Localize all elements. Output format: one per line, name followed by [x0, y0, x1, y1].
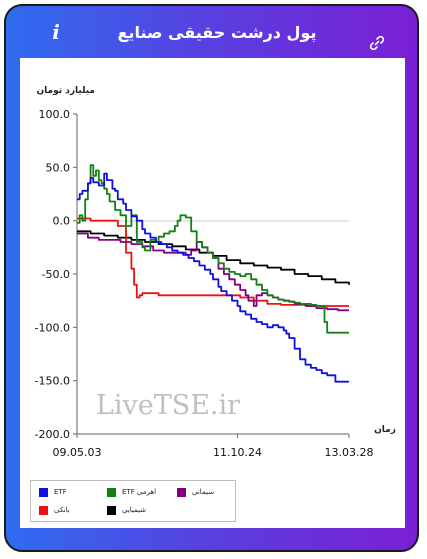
widget-frame: i پول درشت حقیقی صنایع	[4, 4, 419, 552]
legend-swatch-bank	[39, 505, 48, 515]
watermark: LiveTSE.ir	[96, 390, 240, 421]
info-icon[interactable]: i	[52, 20, 60, 44]
legend-label-chemical: شیمیایی	[122, 506, 147, 514]
link-icon[interactable]	[368, 34, 386, 52]
legend-label-etf: ETF	[54, 488, 67, 496]
legend-label-etf-leveraged: ETF اهرمی	[122, 488, 157, 496]
legend-item-cement: سیمانی	[177, 486, 214, 498]
legend-swatch-etf	[39, 487, 48, 497]
y-tick-label: 0.0	[53, 215, 71, 228]
y-tick-label: -200.0	[35, 428, 70, 441]
y-tick-label: -100.0	[35, 321, 70, 334]
chart-panel	[20, 58, 405, 528]
legend: ETF ETF اهرمی سیمانی بانکی شیمیایی	[30, 480, 236, 522]
series-line-0	[77, 172, 349, 383]
legend-label-cement: سیمانی	[192, 488, 214, 496]
y-tick-label: -50.0	[42, 268, 70, 281]
title-wrap: پول درشت حقیقی صنایع	[117, 20, 321, 44]
series-line-1	[77, 164, 349, 334]
y-axis-title: میلیارد تومان	[36, 86, 95, 96]
y-tick-label: -150.0	[35, 375, 70, 388]
series-line-2	[77, 232, 349, 312]
legend-item-etf-leveraged: ETF اهرمی	[107, 486, 156, 498]
widget-title: پول درشت حقیقی صنایع	[117, 22, 317, 42]
legend-label-bank: بانکی	[54, 506, 70, 514]
legend-swatch-etf-leveraged	[107, 487, 116, 497]
legend-swatch-cement	[177, 487, 186, 497]
legend-item-bank: بانکی	[39, 504, 70, 516]
widget-header: i پول درشت حقیقی صنایع	[6, 6, 417, 56]
legend-swatch-chemical	[107, 505, 116, 515]
x-tick-label: 13.03.28	[325, 446, 374, 459]
legend-item-etf: ETF	[39, 486, 67, 498]
y-tick-label: 100.0	[39, 108, 71, 121]
x-tick-label: 09.05.03	[53, 446, 102, 459]
legend-item-chemical: شیمیایی	[107, 504, 146, 516]
series-line-3	[77, 217, 349, 307]
y-tick-label: 50.0	[46, 161, 71, 174]
x-tick-label: 11.10.24	[213, 446, 262, 459]
x-axis-title: زمان	[374, 425, 396, 435]
